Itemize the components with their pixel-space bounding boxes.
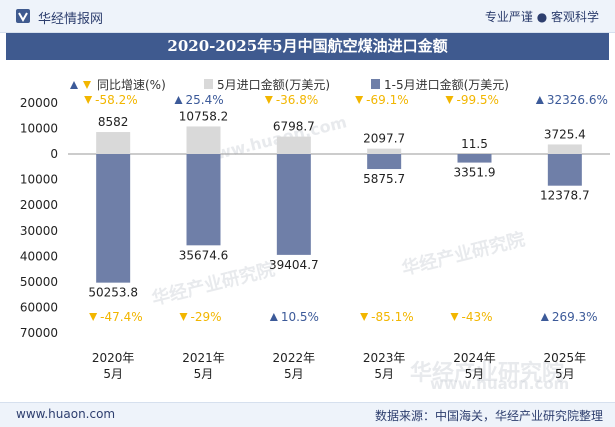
ytd-import-bar — [367, 154, 402, 170]
huajing-logo-icon — [16, 9, 30, 23]
ytd-growth-label: -47.4% — [100, 310, 142, 324]
y-tick-label: 50000 — [20, 275, 58, 289]
x-category-label: 2025年 5月 — [544, 351, 587, 381]
growth-down-arrow-icon — [264, 96, 273, 104]
ytd-growth-label: 269.3% — [552, 310, 598, 324]
ytd-value-label: 39404.7 — [269, 258, 319, 272]
y-tick-label: 30000 — [20, 224, 58, 238]
ytd-value-label: 3351.9 — [454, 166, 496, 180]
website-url: www.huaon.com — [16, 407, 116, 421]
monthly-value-label: 2097.7 — [363, 132, 405, 146]
y-tick-label: 0 — [50, 147, 58, 161]
monthly-import-bar — [276, 136, 311, 154]
x-category-label: 2022年 5月 — [273, 351, 316, 381]
ytd-import-bar — [186, 154, 221, 246]
ytd-import-bar — [96, 154, 131, 283]
monthly-growth-label: 32326.6% — [547, 93, 608, 107]
monthly-growth-label: -69.1% — [366, 93, 408, 107]
data-source: 数据来源：中国海关，华经产业研究院整理 — [374, 409, 603, 423]
y-tick-label: 10000 — [20, 173, 58, 187]
growth-up-arrow-icon — [535, 96, 544, 104]
legend-growth-up-marker — [70, 81, 78, 89]
monthly-import-bar — [186, 126, 221, 154]
ytd-import-bar — [547, 154, 582, 186]
growth-down-arrow-icon — [84, 96, 93, 104]
legend-growth-label: 同比增速(%) — [97, 78, 166, 92]
chart-title: 2020-2025年5月中国航空煤油进口金额 — [167, 37, 448, 55]
ytd-growth-label: -29% — [191, 310, 222, 324]
y-tick-label: 20000 — [20, 96, 58, 110]
ytd-value-label: 5875.7 — [363, 172, 405, 186]
growth-down-arrow-icon — [179, 313, 188, 321]
growth-up-arrow-icon — [269, 313, 278, 321]
ytd-growth-label: -85.1% — [371, 310, 413, 324]
y-tick-label: 70000 — [20, 326, 58, 340]
brand-name: 华经情报网 — [38, 12, 104, 27]
ytd-import-bar — [276, 154, 311, 255]
monthly-value-label: 6798.7 — [273, 120, 315, 134]
monthly-growth-label: 25.4% — [186, 93, 224, 107]
y-tick-label: 10000 — [20, 121, 58, 135]
ytd-value-label: 50253.8 — [88, 286, 138, 300]
legend-growth-down-marker — [83, 81, 91, 89]
monthly-import-bar — [367, 148, 402, 154]
legend-monthly-swatch — [204, 79, 213, 89]
import-value-chart: 同比增速(%) 5月进口金额(万美元) 1-5月进口金额(万美元) 20000 1000… — [20, 77, 610, 381]
monthly-growth-label: -58.2% — [95, 93, 137, 107]
growth-up-arrow-icon — [540, 313, 549, 321]
monthly-import-bar — [547, 144, 582, 154]
ytd-growth-label: 10.5% — [281, 310, 319, 324]
monthly-value-label: 11.5 — [461, 137, 488, 151]
footer-bar: www.huaon.com 数据来源：中国海关，华经产业研究院整理 — [0, 402, 615, 427]
growth-up-arrow-icon — [174, 96, 183, 104]
ytd-growth-label: -43% — [462, 310, 493, 324]
monthly-value-label: 10758.2 — [179, 109, 229, 123]
monthly-import-bar — [96, 132, 131, 154]
top-banner: 华经情报网 专业严谨 ● 客观科学 — [0, 0, 615, 33]
ytd-import-bar — [457, 154, 492, 163]
brand-tagline: 专业严谨 ● 客观科学 — [484, 10, 599, 24]
monthly-value-label: 3725.4 — [544, 127, 586, 141]
title-bar: 2020-2025年5月中国航空煤油进口金额 — [6, 33, 609, 60]
growth-down-arrow-icon — [360, 313, 369, 321]
ytd-value-label: 12378.7 — [540, 189, 590, 203]
x-category-label: 2023年 5月 — [363, 351, 406, 381]
y-tick-label: 20000 — [20, 198, 58, 212]
y-tick-label: 60000 — [20, 301, 58, 315]
growth-down-arrow-icon — [450, 313, 459, 321]
monthly-value-label: 8582 — [98, 115, 129, 129]
monthly-growth-label: -99.5% — [457, 93, 499, 107]
growth-down-arrow-icon — [445, 96, 454, 104]
x-category-label: 2024年 5月 — [453, 351, 496, 381]
monthly-growth-label: -36.8% — [276, 93, 318, 107]
legend-monthly-label: 5月进口金额(万美元) — [217, 77, 330, 92]
legend-ytd-swatch — [371, 79, 380, 89]
legend-ytd-label: 1-5月进口金额(万美元) — [384, 77, 509, 92]
x-category-label: 2020年 5月 — [92, 351, 135, 381]
y-tick-label: 40000 — [20, 249, 58, 263]
growth-down-arrow-icon — [89, 313, 98, 321]
x-category-label: 2021年 5月 — [182, 351, 225, 381]
growth-down-arrow-icon — [355, 96, 364, 104]
ytd-value-label: 35674.6 — [179, 248, 229, 262]
